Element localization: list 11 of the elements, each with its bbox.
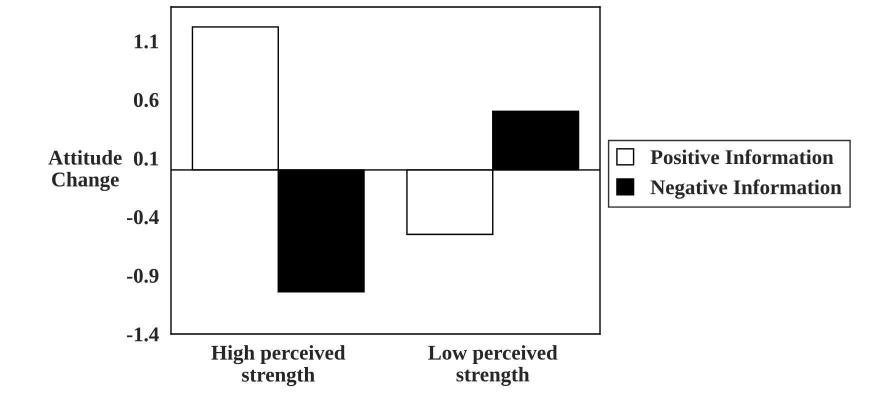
- y-tick-label: 0.1: [134, 152, 158, 166]
- legend-label: Negative Information: [650, 179, 842, 199]
- y-tick-label: -0.4: [126, 210, 159, 224]
- y-tick-label: 0.6: [134, 92, 159, 108]
- y-tick-label: 1.1: [134, 34, 158, 49]
- x-tick-label: Low perceived strength: [428, 345, 558, 386]
- x-tick-label: High perceived strength: [211, 345, 346, 386]
- y-tick-label: -0.9: [126, 268, 158, 283]
- y-tick-label: -1.4: [126, 327, 159, 342]
- legend-label: Positive Information: [650, 149, 834, 164]
- y-axis-title: Attitude Change: [48, 150, 122, 191]
